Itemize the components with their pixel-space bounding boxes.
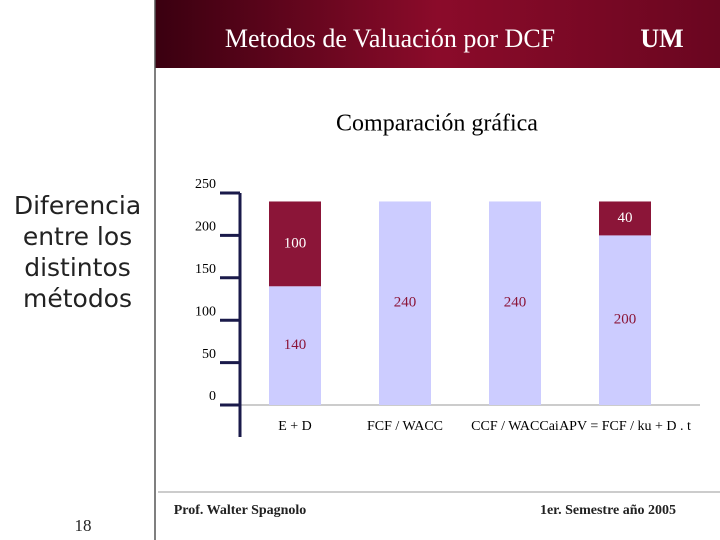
y-tick-label: 150 bbox=[195, 262, 216, 277]
data-label: 100 bbox=[284, 235, 307, 251]
y-tick-label: 50 bbox=[202, 347, 216, 362]
y-tick-label: 200 bbox=[195, 220, 216, 235]
bar-segment bbox=[599, 235, 651, 405]
side-text: Diferencia entre los distintos métodos bbox=[13, 191, 142, 313]
data-label: 200 bbox=[614, 312, 637, 328]
header-band bbox=[155, 0, 720, 68]
date: 1er. Semestre año 2005 bbox=[540, 503, 676, 518]
page-number: 18 bbox=[75, 516, 92, 535]
data-label: 140 bbox=[284, 337, 307, 353]
bar-segment bbox=[269, 286, 321, 405]
x-tick-label: FCF / WACC bbox=[367, 419, 443, 434]
chart-title: Comparación gráfica bbox=[336, 111, 538, 137]
y-tick-label: 0 bbox=[209, 389, 216, 404]
y-tick-label: 100 bbox=[195, 304, 216, 319]
x-tick-label: APV = FCF / ku + D . t bbox=[559, 419, 691, 434]
bar-segment bbox=[379, 201, 431, 405]
data-label: 240 bbox=[394, 295, 417, 311]
data-label: 240 bbox=[504, 295, 527, 311]
y-tick-label: 250 bbox=[195, 177, 216, 192]
x-tick-label: E + D bbox=[278, 419, 312, 434]
header-title: Metodos de Valuación por DCF bbox=[225, 24, 555, 53]
bar-segment bbox=[489, 201, 541, 405]
author: Prof. Walter Spagnolo bbox=[174, 503, 307, 518]
data-label: 40 bbox=[618, 210, 633, 226]
x-tick-label: CCF / WACCai bbox=[471, 419, 559, 434]
bar-segment bbox=[599, 201, 651, 236]
bar-segment bbox=[269, 201, 321, 287]
header-logo: UM bbox=[640, 24, 683, 53]
